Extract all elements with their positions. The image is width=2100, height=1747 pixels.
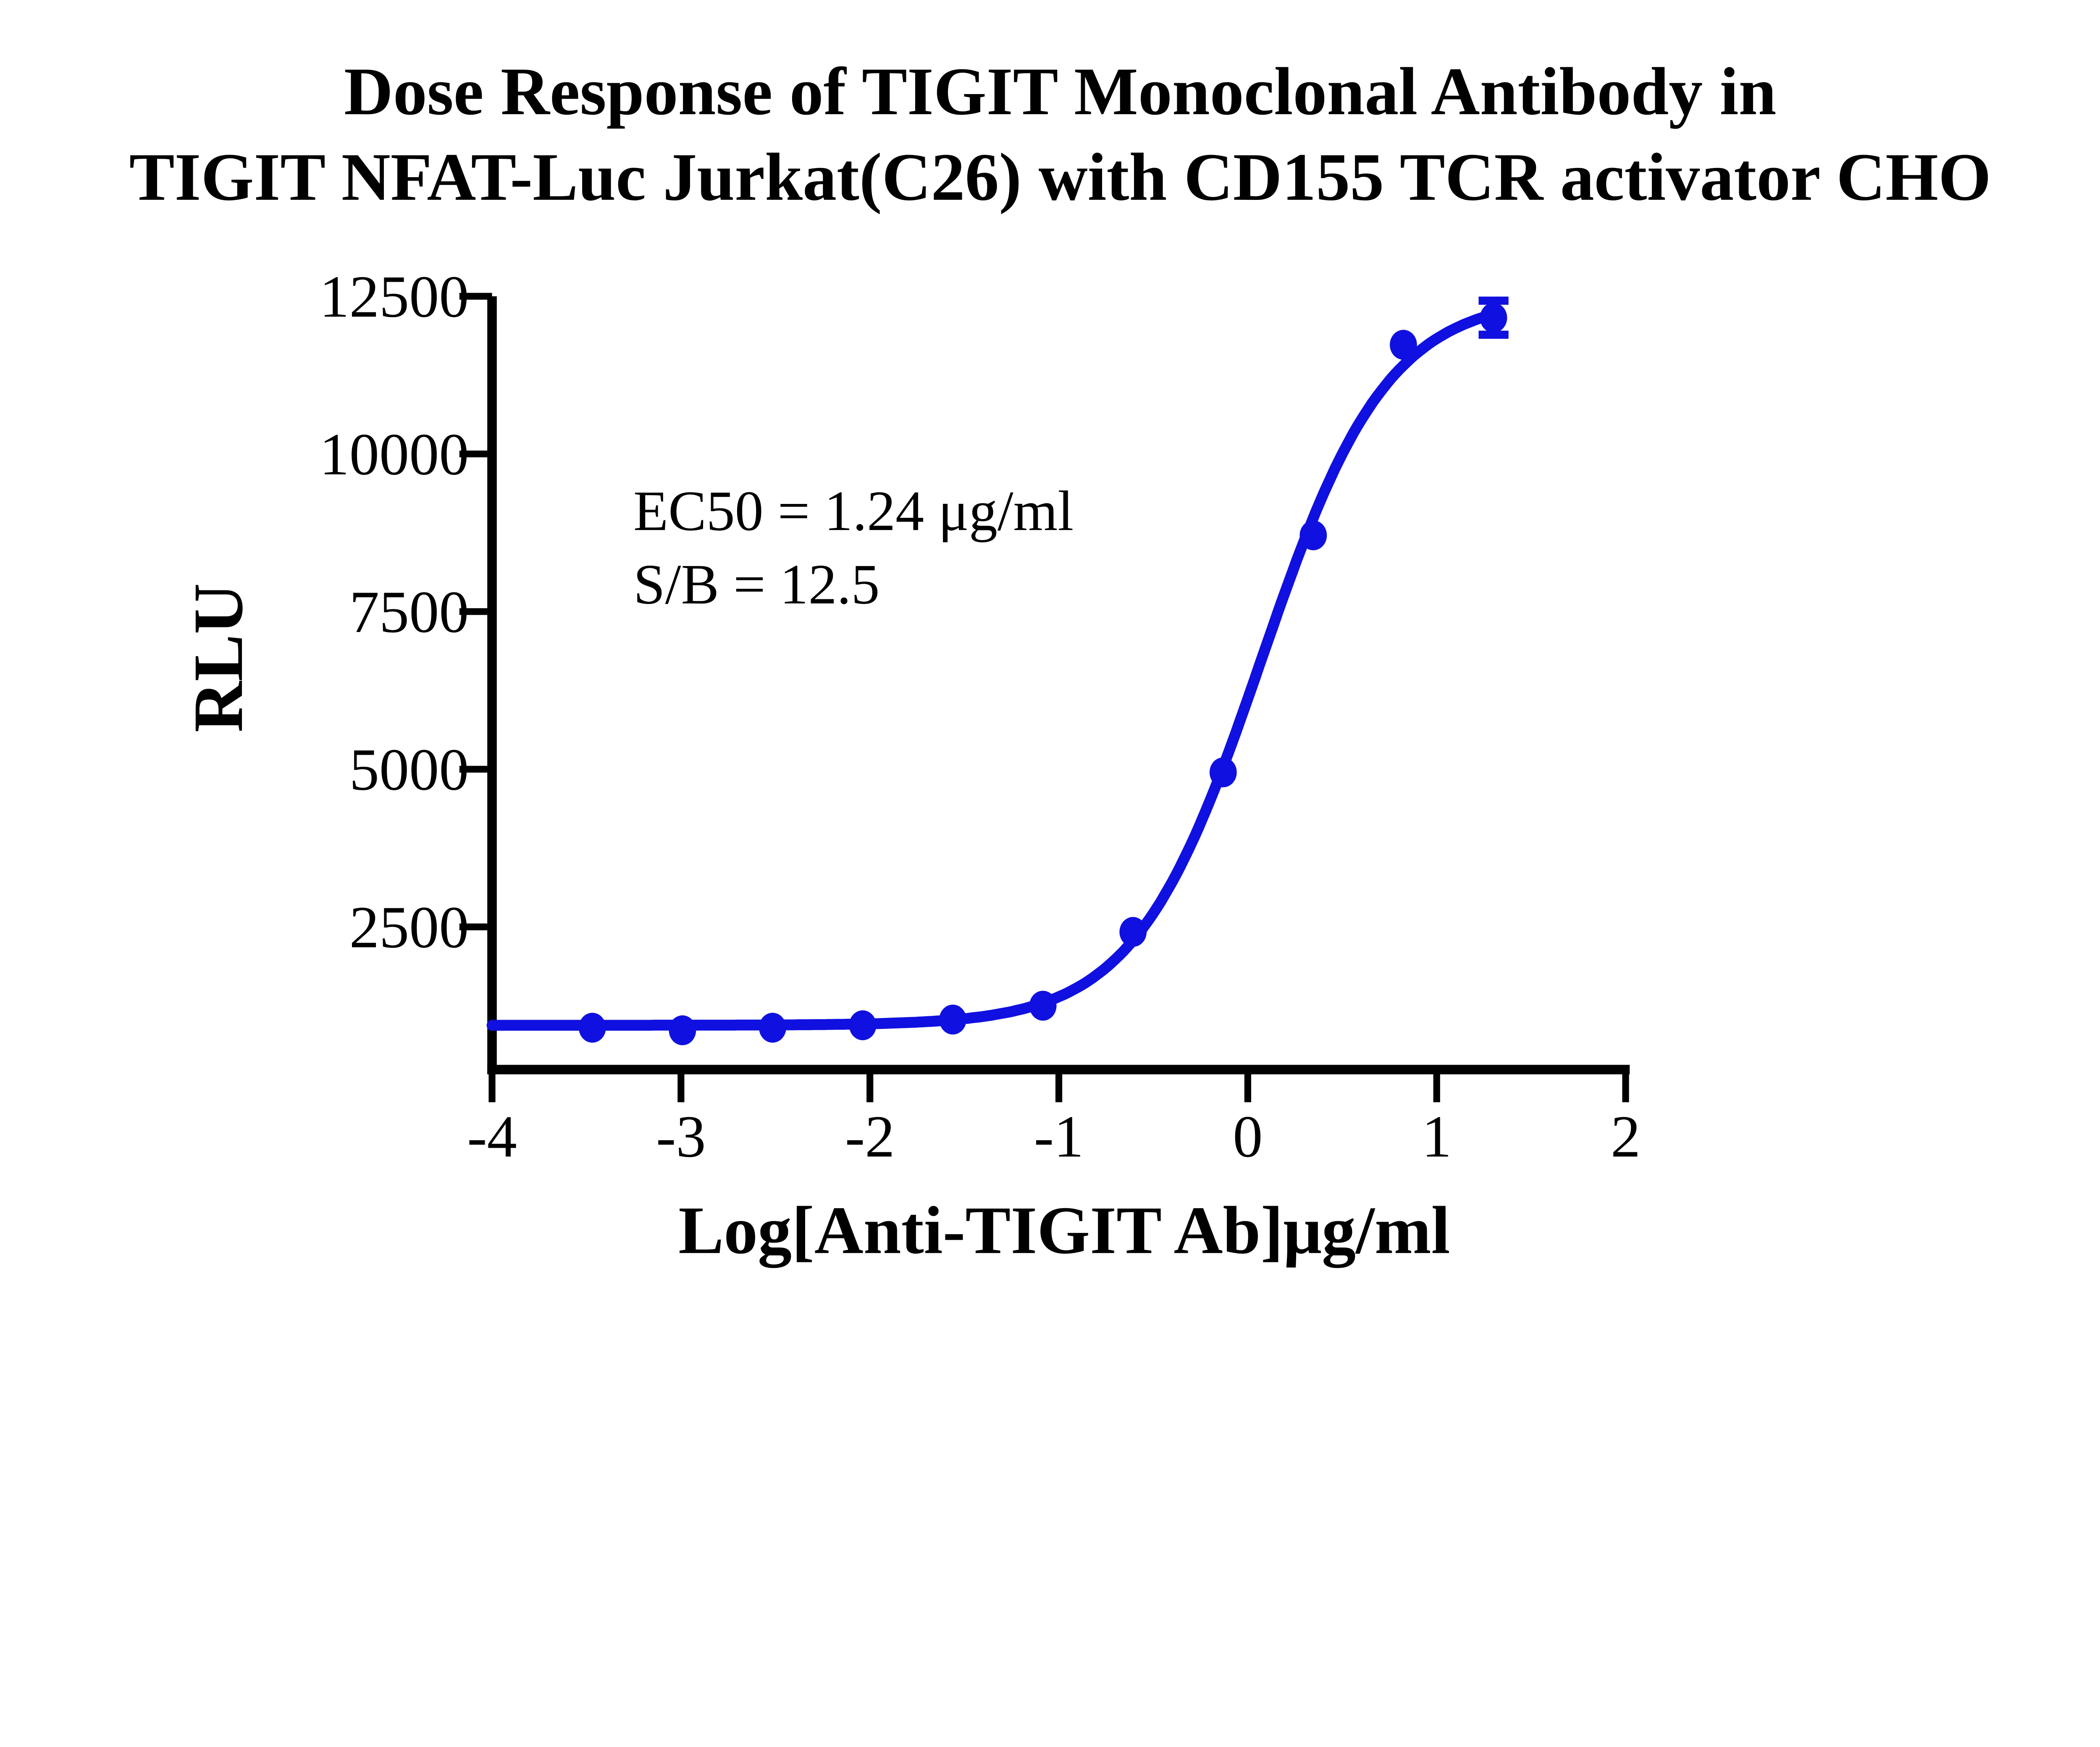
x-tick-label: -4: [467, 1103, 517, 1170]
y-axis-title: RLU: [179, 583, 257, 732]
data-point: [669, 1015, 696, 1045]
fit-curve: [486, 309, 1499, 1031]
data-point: [1119, 917, 1147, 947]
x-tick-label: 0: [1233, 1103, 1263, 1170]
chart-title-line2: TIGIT NFAT-Luc Jurkat(C26) with CD155 TC…: [129, 140, 1991, 215]
axes: [459, 293, 1630, 1102]
ec50-annotation: EC50 = 1.24 μg/ml: [633, 480, 1074, 543]
x-tick-label: -1: [1034, 1103, 1084, 1170]
tick-labels: -4 -3 -2 -1 0 1 2 2500 5000 7500 10000 12500: [320, 263, 1641, 1170]
y-tick-label: 7500: [349, 579, 469, 645]
x-axis-title: Log[Anti-TIGIT Ab]μg/ml: [678, 1193, 1450, 1268]
x-tick-label: 2: [1611, 1103, 1641, 1170]
x-tick-label: -2: [845, 1103, 895, 1170]
data-point: [1299, 520, 1327, 551]
y-tick-label: 12500: [320, 263, 469, 330]
y-tick-label: 5000: [349, 736, 469, 803]
data-point: [849, 1010, 877, 1041]
sb-annotation: S/B = 12.5: [633, 553, 879, 616]
data-point: [1390, 330, 1417, 360]
data-points-group: [578, 296, 1509, 1045]
data-point: [1029, 991, 1057, 1021]
y-tick-label: 10000: [320, 421, 469, 487]
x-tick-label: 1: [1422, 1103, 1452, 1170]
data-point: [1209, 757, 1237, 787]
chart-title-line1: Dose Response of TIGIT Monoclonal Antibo…: [344, 54, 1776, 129]
data-point: [939, 1005, 966, 1035]
y-tick-label: 2500: [349, 894, 469, 960]
data-point: [759, 1013, 786, 1043]
x-tick-label: -3: [656, 1103, 706, 1170]
dose-response-figure: Dose Response of TIGIT Monoclonal Antibo…: [129, 54, 1991, 1268]
data-point: [1480, 303, 1507, 333]
dose-response-chart: Dose Response of TIGIT Monoclonal Antibo…: [129, 54, 1991, 1268]
fit-curve-group: [486, 309, 1499, 1031]
data-point: [578, 1013, 606, 1043]
